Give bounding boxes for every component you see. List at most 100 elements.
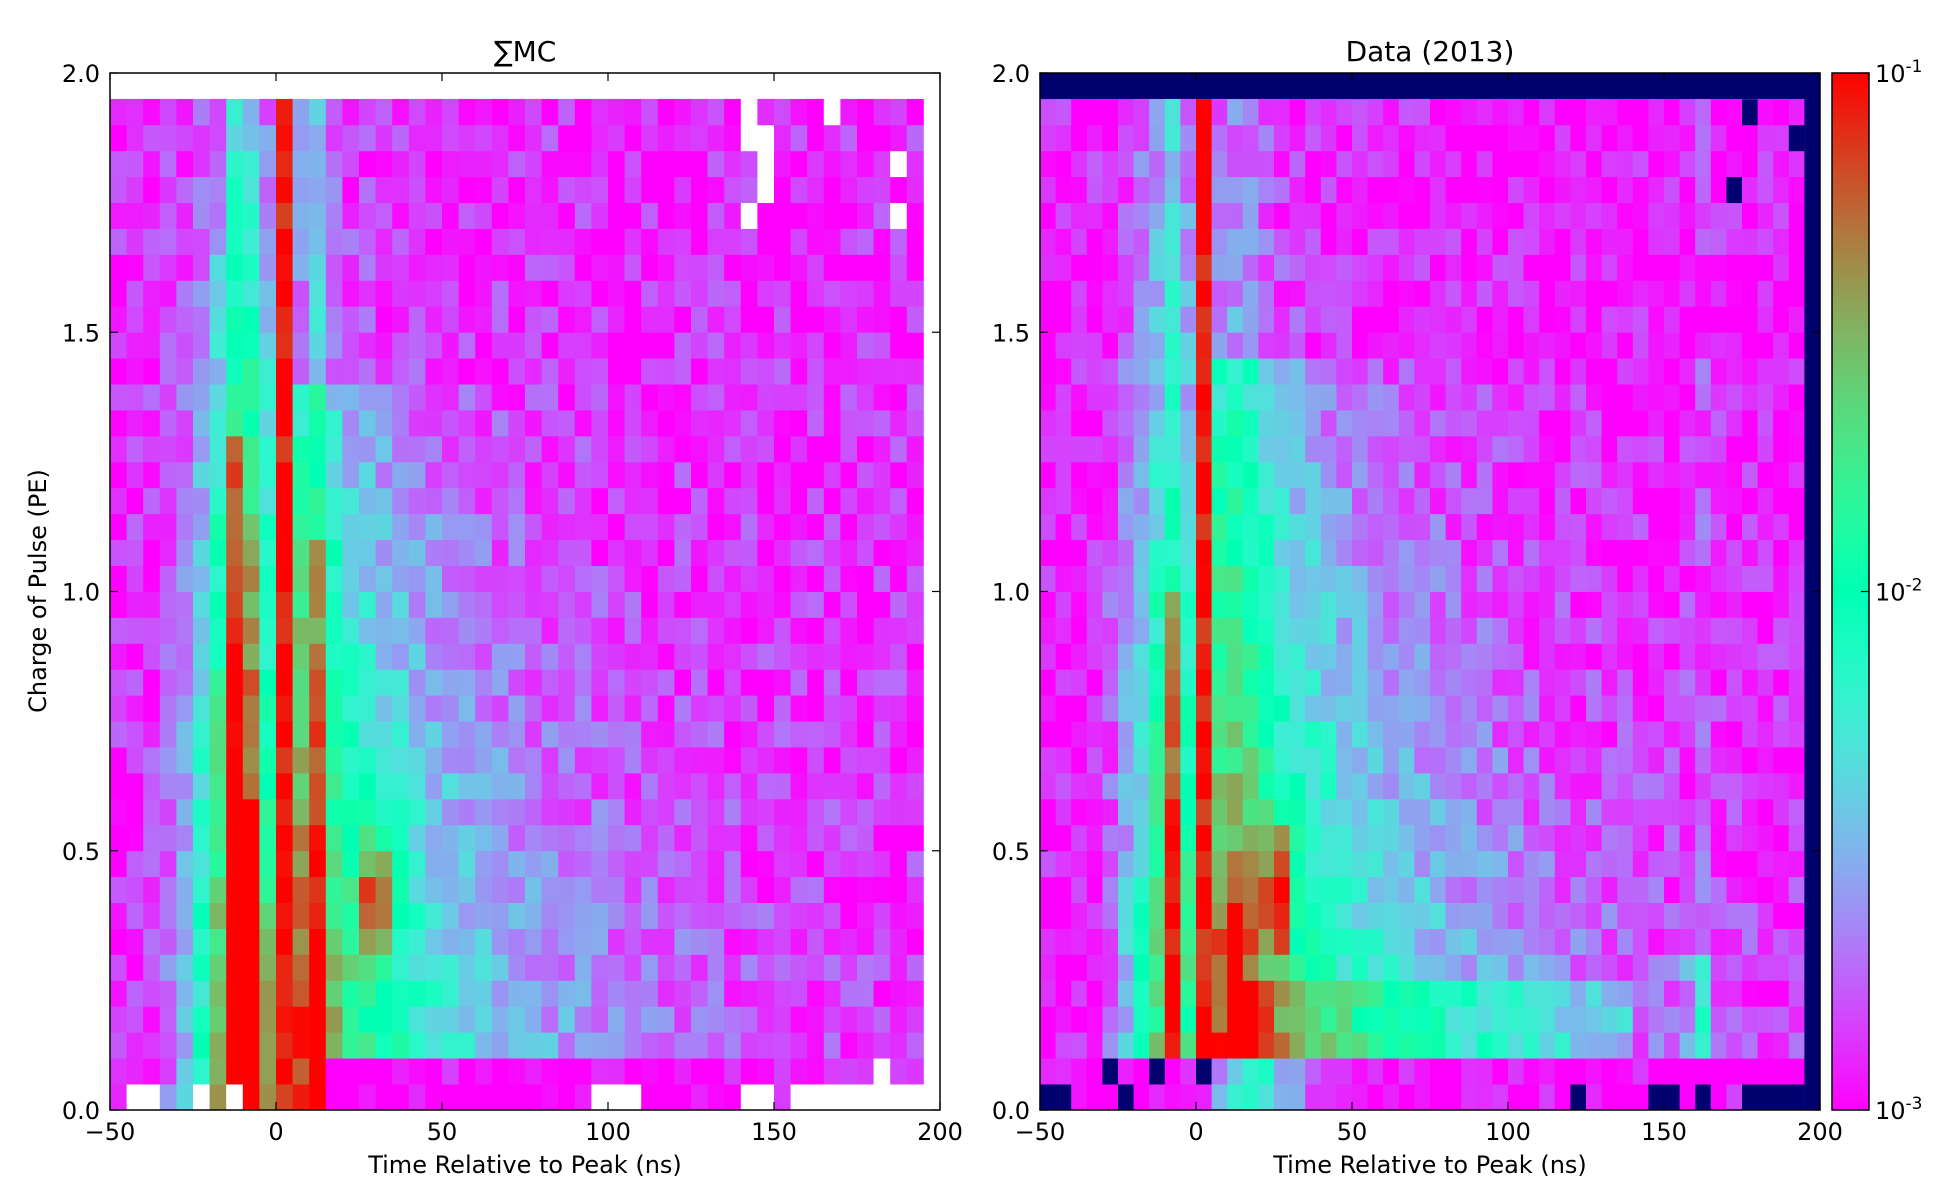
heatmap-cell	[641, 306, 659, 333]
heatmap-cell	[176, 306, 194, 333]
heatmap-cell	[259, 565, 277, 592]
heatmap-cell	[525, 461, 542, 489]
heatmap-cell	[1149, 98, 1166, 126]
heatmap-cell	[259, 798, 277, 826]
heatmap-cell	[1461, 1032, 1478, 1059]
heatmap-cell	[823, 539, 841, 566]
heatmap-cell	[1133, 150, 1150, 178]
heatmap-cell	[1726, 228, 1743, 255]
heatmap-cell	[1149, 332, 1166, 359]
heatmap-cell	[1742, 1058, 1758, 1085]
heatmap-cell	[1492, 721, 1509, 748]
heatmap-cell	[458, 1084, 476, 1111]
heatmap-cell	[525, 772, 542, 800]
heatmap-cell	[325, 565, 343, 592]
heatmap-cell	[1773, 461, 1790, 489]
heatmap-cell	[1554, 1006, 1571, 1033]
heatmap-cell	[624, 850, 642, 878]
heatmap-cell	[1071, 539, 1088, 566]
heatmap-cell	[226, 1058, 244, 1085]
heatmap-cell	[1305, 513, 1322, 541]
heatmap-cell	[1601, 565, 1618, 592]
heatmap-cell	[375, 461, 393, 489]
heatmap-cell	[574, 772, 592, 800]
heatmap-cell	[159, 876, 177, 903]
heatmap-cell	[1367, 980, 1384, 1007]
heatmap-cell	[1164, 332, 1181, 359]
heatmap-cell	[1664, 410, 1680, 437]
heatmap-cell	[1788, 306, 1805, 333]
heatmap-cell	[226, 902, 244, 929]
heatmap-cell	[1664, 1058, 1680, 1085]
heatmap-cell	[1274, 228, 1290, 255]
heatmap-cell	[110, 1032, 127, 1059]
heatmap-cell	[823, 876, 841, 903]
heatmap-cell	[1227, 332, 1244, 359]
heatmap-cell	[1539, 124, 1556, 152]
heatmap-cell	[1445, 591, 1462, 618]
heatmap-cell	[1461, 306, 1478, 333]
heatmap-cell	[1414, 1058, 1431, 1085]
heatmap-cell	[1305, 643, 1322, 670]
heatmap-cell	[691, 876, 708, 903]
heatmap-cell	[143, 176, 161, 204]
heatmap-cell	[823, 124, 841, 152]
heatmap-cell	[143, 617, 161, 644]
heatmap-cell	[508, 461, 526, 489]
heatmap-cell	[724, 565, 742, 592]
heatmap-cell	[209, 669, 227, 696]
heatmap-cell	[558, 410, 576, 437]
heatmap-cell	[408, 124, 426, 152]
heatmap-cell	[1383, 591, 1400, 618]
heatmap-cell	[309, 1058, 327, 1085]
heatmap-cell	[873, 1058, 891, 1085]
heatmap-cell	[873, 1006, 891, 1033]
heatmap-cell	[475, 1006, 493, 1033]
heatmap-cell	[226, 306, 244, 333]
heatmap-cell	[442, 358, 459, 385]
heatmap-cell	[408, 150, 426, 178]
heatmap-cell	[906, 1032, 924, 1059]
heatmap-cell	[359, 280, 376, 307]
heatmap-cell	[325, 591, 343, 618]
heatmap-cell	[1336, 435, 1353, 463]
heatmap-cell	[1398, 228, 1415, 255]
heatmap-cell	[774, 254, 791, 281]
heatmap-cell	[159, 695, 177, 722]
heatmap-cell	[1258, 1084, 1275, 1111]
heatmap-cell	[691, 98, 708, 126]
heatmap-cell	[873, 591, 891, 618]
heatmap-cell	[525, 202, 542, 229]
heatmap-cell	[1632, 850, 1649, 878]
heatmap-cell	[807, 461, 825, 489]
heatmap-cell	[1570, 306, 1587, 333]
heatmap-cell	[475, 1058, 493, 1085]
heatmap-cell	[707, 332, 725, 359]
heatmap-cell	[1320, 695, 1337, 722]
heatmap-cell	[1102, 591, 1119, 618]
heatmap-cell	[1305, 824, 1322, 852]
heatmap-cell	[1461, 435, 1478, 463]
heatmap-cell	[1133, 1058, 1150, 1085]
heatmap-cell	[890, 435, 908, 463]
heatmap-cell	[574, 721, 592, 748]
heatmap-cell	[757, 1058, 775, 1085]
heatmap-cell	[1523, 798, 1540, 826]
heatmap-cell	[707, 358, 725, 385]
heatmap-cell	[1586, 643, 1602, 670]
heatmap-cell	[774, 410, 791, 437]
heatmap-cell	[259, 591, 277, 618]
heatmap-cell	[906, 280, 924, 307]
heatmap-cell	[176, 435, 194, 463]
heatmap-cell	[276, 254, 293, 281]
heatmap-cell	[292, 1084, 310, 1111]
heatmap-cell	[159, 513, 177, 541]
heatmap-cell	[591, 980, 609, 1007]
heatmap-cell	[226, 617, 244, 644]
heatmap-cell	[657, 358, 675, 385]
heatmap-cell	[1476, 358, 1493, 385]
heatmap-cell	[1118, 798, 1134, 826]
heatmap-cell	[1367, 617, 1384, 644]
heatmap-cell	[126, 435, 144, 463]
heatmap-cell	[873, 643, 891, 670]
